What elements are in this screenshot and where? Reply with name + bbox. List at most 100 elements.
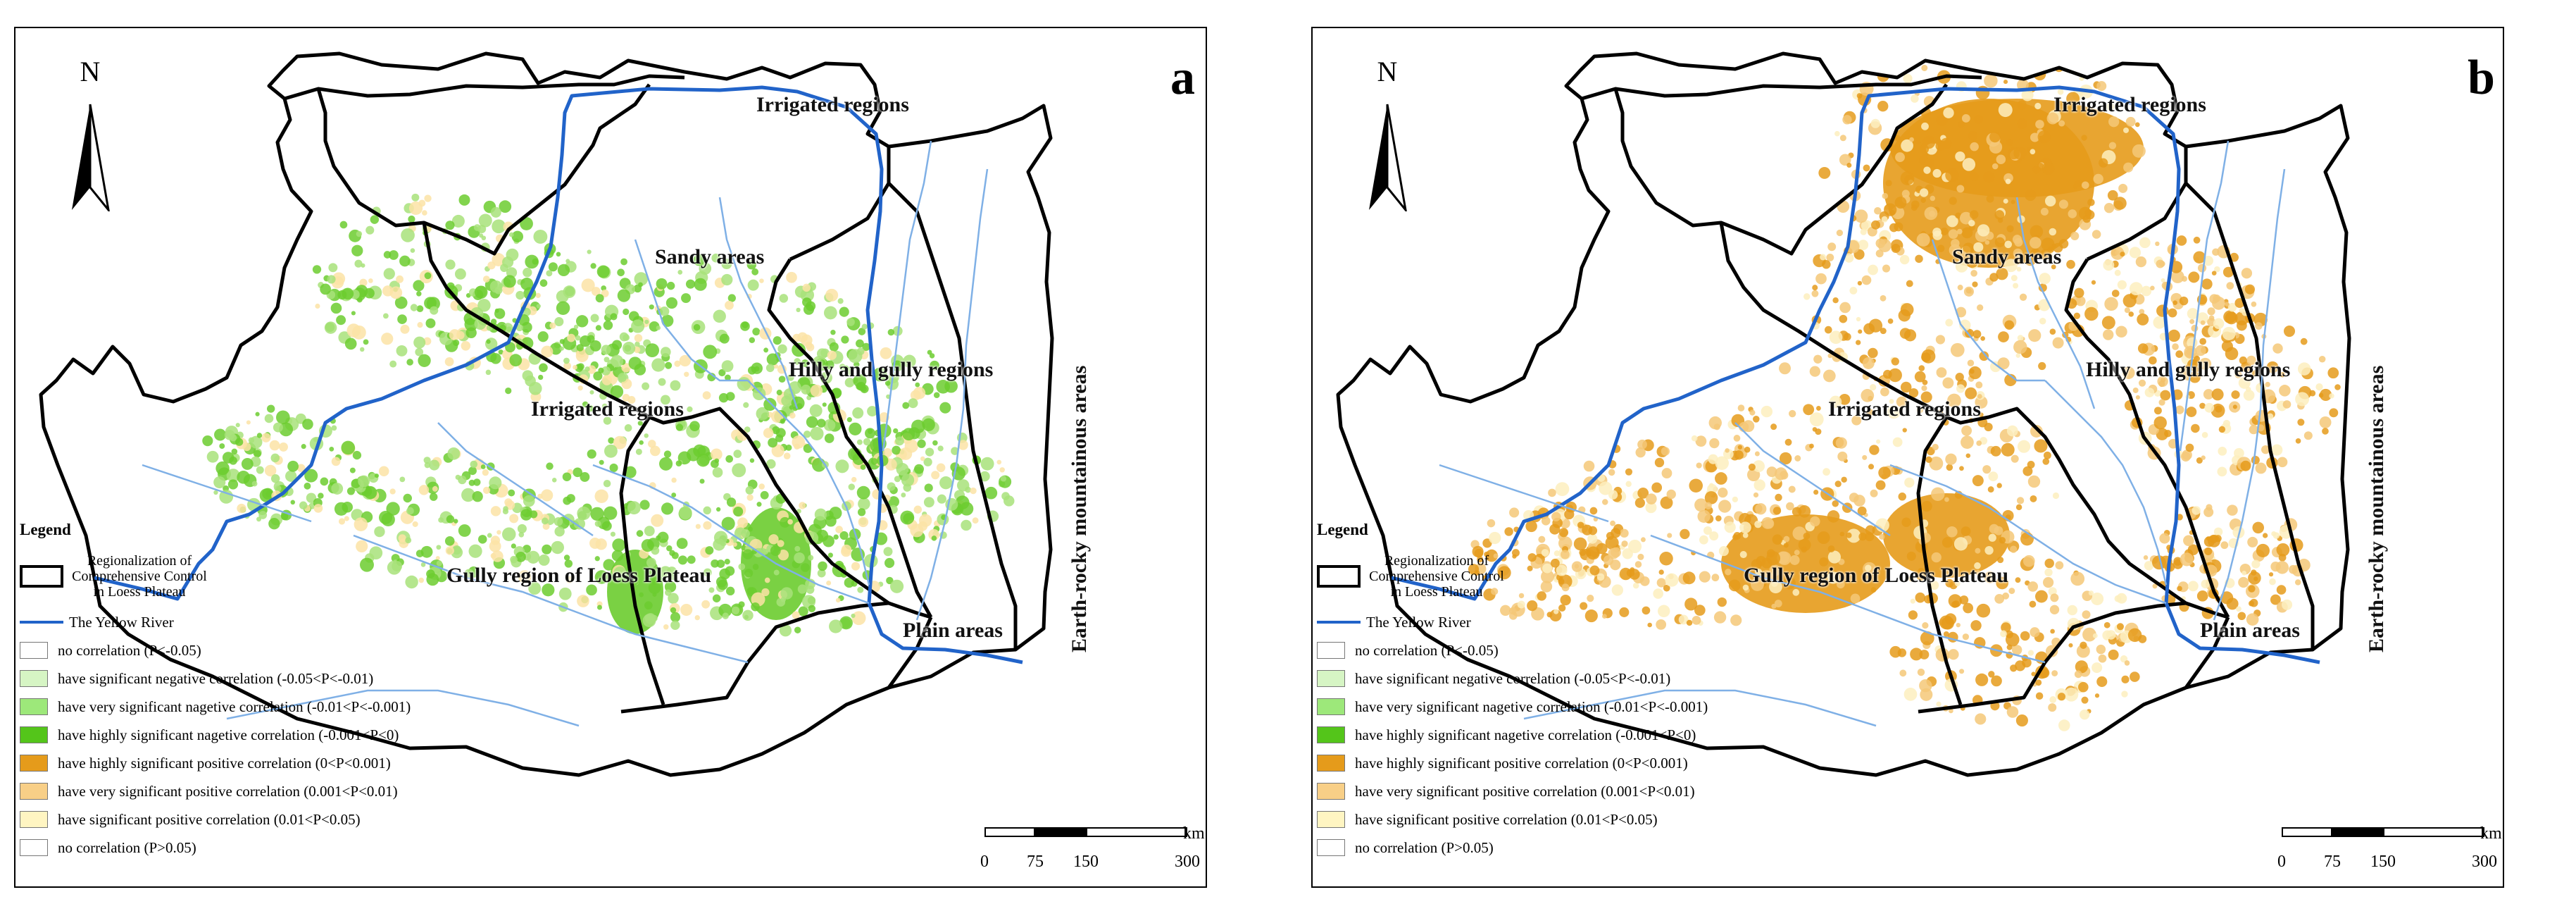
correlation-patch	[2030, 425, 2043, 438]
correlation-patch	[2132, 144, 2146, 158]
correlation-patch	[1959, 669, 1965, 674]
correlation-patch	[2015, 660, 2026, 671]
correlation-patch	[665, 361, 673, 369]
correlation-patch	[1647, 622, 1652, 628]
correlation-patch	[1952, 600, 1960, 608]
correlation-patch	[330, 302, 342, 314]
correlation-patch	[438, 517, 444, 523]
correlation-patch	[2082, 610, 2091, 619]
correlation-patch	[1634, 497, 1645, 508]
correlation-patch	[701, 600, 711, 609]
correlation-patch	[1518, 593, 1525, 599]
correlation-patch	[1755, 503, 1767, 515]
correlation-patch	[919, 514, 932, 527]
correlation-patch	[2067, 605, 2078, 616]
correlation-patch	[1998, 331, 2009, 342]
correlation-patch	[2123, 162, 2134, 173]
correlation-patch	[1653, 588, 1663, 599]
correlation-patch	[1728, 579, 1741, 592]
correlation-patch	[867, 406, 878, 417]
correlation-patch	[306, 493, 317, 503]
correlation-patch	[1733, 435, 1741, 442]
correlation-patch	[2074, 287, 2084, 298]
correlation-patch	[2130, 282, 2143, 296]
correlation-patch	[406, 507, 414, 515]
correlation-patch	[2042, 162, 2055, 175]
correlation-patch	[1959, 466, 1964, 471]
scale-tick-300: 300	[2472, 853, 2497, 871]
correlation-patch	[1961, 114, 1970, 123]
correlation-patch	[1894, 135, 1901, 142]
correlation-patch	[718, 369, 726, 377]
correlation-patch	[825, 360, 834, 370]
correlation-patch	[651, 514, 664, 527]
correlation-patch	[2108, 142, 2117, 149]
correlation-patch	[622, 393, 630, 402]
scale-tick-150: 150	[1073, 853, 1099, 871]
correlation-patch	[1948, 229, 1958, 239]
correlation-patch	[2132, 387, 2139, 393]
correlation-patch	[923, 497, 934, 508]
scale-tick-75: 75	[1027, 853, 1044, 871]
correlation-patch	[2010, 545, 2018, 553]
correlation-patch	[2030, 225, 2044, 239]
correlation-patch	[703, 345, 718, 359]
correlation-patch	[636, 530, 644, 537]
correlation-patch	[485, 369, 492, 376]
scale-tick-75: 75	[2324, 853, 2341, 871]
correlation-patch	[312, 265, 322, 274]
correlation-patch	[2158, 399, 2165, 406]
correlation-patch	[808, 605, 816, 613]
correlation-patch	[477, 535, 487, 544]
correlation-patch	[2217, 466, 2227, 477]
correlation-patch	[747, 279, 759, 291]
correlation-patch	[424, 297, 437, 310]
correlation-patch	[285, 470, 297, 482]
correlation-patch	[1975, 713, 1987, 725]
legend-item: no correlation (P>0.05)	[20, 834, 470, 862]
correlation-patch	[1493, 553, 1499, 559]
correlation-patch	[648, 440, 656, 448]
legend-swatch	[20, 726, 48, 743]
correlation-patch	[2084, 307, 2099, 321]
correlation-patch	[557, 264, 570, 277]
correlation-patch	[2222, 326, 2236, 340]
correlation-patch	[398, 534, 406, 543]
correlation-patch	[2327, 367, 2339, 379]
legend-swatch	[20, 839, 48, 856]
correlation-patch	[634, 341, 640, 347]
correlation-patch	[541, 517, 549, 525]
legend-river-row: The Yellow River	[1317, 608, 1768, 636]
correlation-patch	[670, 620, 680, 631]
correlation-patch	[2199, 338, 2207, 345]
correlation-patch	[458, 524, 471, 537]
correlation-patch	[763, 347, 769, 353]
correlation-patch	[401, 228, 415, 242]
river-swatch	[1317, 621, 1361, 624]
correlation-patch	[1660, 496, 1673, 509]
correlation-patch	[1865, 532, 1875, 542]
correlation-patch	[267, 404, 275, 413]
correlation-patch	[2035, 679, 2042, 686]
correlation-patch	[2028, 329, 2042, 342]
correlation-patch	[2241, 268, 2253, 279]
correlation-patch	[2127, 628, 2142, 643]
correlation-patch	[2138, 379, 2146, 387]
correlation-patch	[659, 306, 670, 316]
correlation-patch	[1839, 393, 1851, 405]
correlation-patch	[1711, 574, 1720, 582]
correlation-fill-b	[1468, 54, 2341, 731]
correlation-patch	[2218, 446, 2227, 456]
correlation-patch	[1695, 435, 1707, 447]
correlation-patch	[405, 537, 412, 544]
correlation-patch	[1625, 468, 1633, 476]
correlation-patch	[1839, 154, 1851, 166]
correlation-patch	[1903, 73, 1913, 84]
correlation-patch	[2020, 532, 2034, 546]
correlation-patch	[1898, 493, 1906, 501]
correlation-patch	[2203, 255, 2213, 266]
correlation-patch	[2122, 366, 2135, 379]
correlation-patch	[313, 438, 318, 442]
correlation-patch	[2042, 458, 2050, 465]
scale-bar-graphic	[2282, 822, 2484, 843]
